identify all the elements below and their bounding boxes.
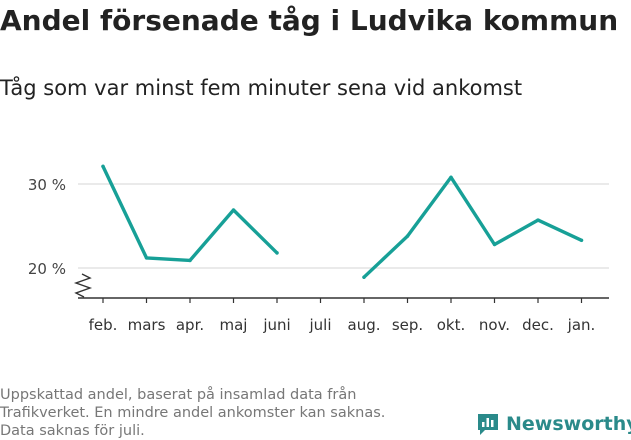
x-tick-label: okt. — [437, 316, 466, 334]
data-point — [536, 218, 540, 222]
tick-labels: 20 % 30 % feb. mars apr. maj juni juli aug. sep. o… — [28, 176, 595, 334]
chart-subtitle: Tåg som var minst fem minuter sena vid a… — [0, 76, 523, 100]
x-axis — [73, 273, 609, 303]
data-point — [101, 164, 105, 169]
data-point — [579, 238, 584, 242]
axis-break-icon — [73, 273, 93, 298]
data-point — [405, 234, 410, 238]
data-point — [492, 242, 497, 247]
footnote-line-3: Data saknas för juli. — [0, 423, 145, 439]
newsworthy-logo: Newsworthy — [476, 409, 631, 439]
x-tick-label: dec. — [522, 316, 554, 334]
x-tick-label: sep. — [392, 316, 423, 334]
footnote-line-1: Uppskattad andel, baserat på insamlad da… — [0, 387, 357, 403]
data-point — [144, 256, 149, 260]
x-tick-label: feb. — [89, 316, 118, 334]
series-lines — [101, 164, 584, 279]
x-tick-label: jan. — [567, 316, 596, 334]
x-tick-label: nov. — [479, 316, 510, 334]
data-point — [275, 251, 279, 255]
data-point — [231, 208, 236, 212]
chart-footnote: Uppskattad andel, baserat på insamlad da… — [0, 386, 430, 440]
x-tick-label: juni — [262, 316, 290, 334]
y-tick-label: 30 % — [28, 176, 66, 194]
data-point — [188, 258, 192, 263]
x-tick-label: mars — [128, 316, 166, 334]
series-line-segment — [362, 175, 584, 279]
x-tick-label: maj — [220, 316, 248, 334]
line-chart: 20 % 30 % feb. mars apr. maj juni juli aug. sep. o… — [28, 164, 609, 334]
data-point — [449, 175, 453, 179]
gridlines — [78, 183, 609, 269]
x-tick-label: juli — [308, 316, 331, 334]
x-tick-label: apr. — [176, 316, 204, 334]
y-tick-label: 20 % — [28, 260, 66, 278]
chart-title: Andel försenade tåg i Ludvika kommun — [0, 4, 619, 37]
series-line-segment — [101, 164, 279, 263]
newsworthy-logo-icon — [478, 414, 498, 435]
x-tick-label: aug. — [348, 316, 381, 334]
brand-name: Newsworthy — [506, 413, 631, 435]
data-point — [362, 275, 366, 279]
footnote-line-2: Trafikverket. En mindre andel ankomster … — [0, 405, 386, 421]
